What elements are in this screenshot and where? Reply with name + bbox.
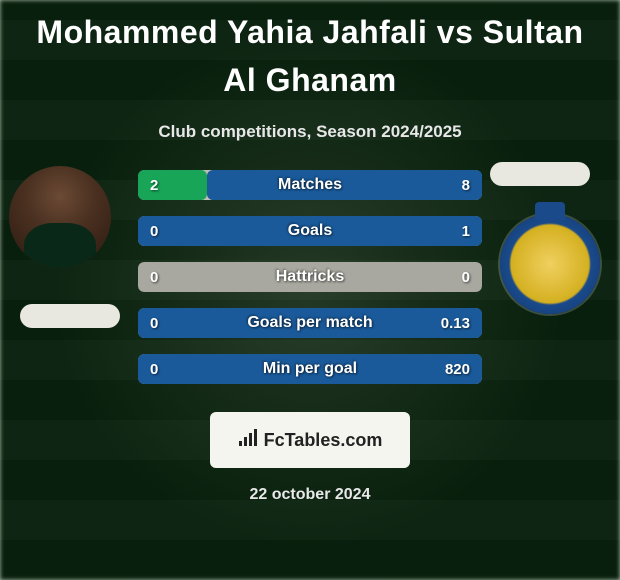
- season-subtitle: Club competitions, Season 2024/2025: [0, 122, 620, 142]
- stat-row: 00.13Goals per match: [138, 308, 482, 338]
- content-container: Mohammed Yahia Jahfali vs Sultan Al Ghan…: [0, 0, 620, 580]
- brand-text: FcTables.com: [264, 430, 383, 451]
- stat-row: 01Goals: [138, 216, 482, 246]
- brand-chart-icon: [238, 429, 260, 452]
- stat-row: 0820Min per goal: [138, 354, 482, 384]
- player-left-avatar: [9, 166, 111, 268]
- stat-label: Matches: [138, 170, 482, 200]
- stat-label: Goals: [138, 216, 482, 246]
- comparison-title: Mohammed Yahia Jahfali vs Sultan Al Ghan…: [0, 8, 620, 104]
- stat-row: 28Matches: [138, 170, 482, 200]
- stat-label: Goals per match: [138, 308, 482, 338]
- body-area: 28Matches 01Goals 00Hattricks 00.13Goals pe…: [0, 170, 620, 384]
- player-right-flag: [490, 162, 590, 186]
- stat-row: 00Hattricks: [138, 262, 482, 292]
- snapshot-date: 22 october 2024: [0, 486, 620, 504]
- stat-label: Hattricks: [138, 262, 482, 292]
- brand-box: FcTables.com: [210, 412, 410, 468]
- stat-label: Min per goal: [138, 354, 482, 384]
- player-right-club-crest: [500, 214, 600, 314]
- stats-bars: 28Matches 01Goals 00Hattricks 00.13Goals pe…: [138, 170, 482, 384]
- player-left-flag: [20, 304, 120, 328]
